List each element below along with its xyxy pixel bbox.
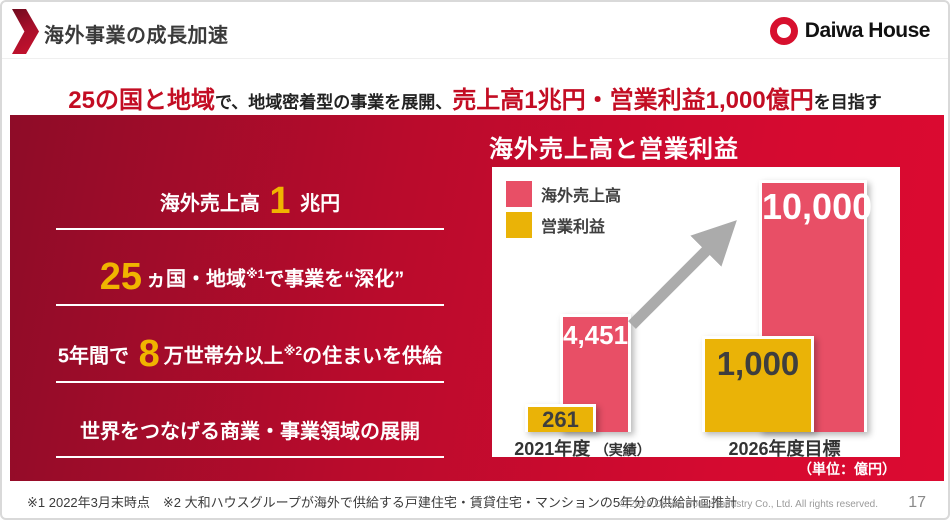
- header: 海外事業の成長加速 Daiwa House: [2, 2, 948, 59]
- highlight-countries: 25 ヵ国・地域※1で事業を“深化”: [40, 252, 460, 306]
- highlight-2-footnote-ref: ※1: [245, 267, 265, 281]
- chart-unit-label: （単位：億円）: [798, 461, 896, 477]
- legend-item-revenue: 海外売上高: [506, 181, 621, 207]
- highlight-3-mid: 万世帯分以上: [163, 345, 284, 368]
- revenue-swatch-icon: [506, 181, 532, 207]
- highlight-1-post: 兆円: [294, 193, 341, 215]
- bar-value-profit-2026: 1,000: [716, 345, 800, 382]
- daiwa-house-logo: Daiwa House: [769, 17, 931, 45]
- subtitle-highlight-2: 売上高1兆円・営業利益1,000億円: [452, 87, 814, 114]
- highlight-1-pre: 海外売上高: [159, 193, 266, 215]
- page-number: 17: [908, 494, 926, 511]
- axis-label-2026-main: 2026年度目標: [728, 439, 841, 459]
- chart-legend: 海外売上高 営業利益: [506, 181, 621, 243]
- legend-item-profit: 営業利益: [506, 212, 621, 238]
- footnote: ※1 2022年3月末時点 ※2 大和ハウスグループが海外で供給する戸建住宅・賃…: [27, 495, 738, 510]
- bar-profit-2021: 261: [525, 404, 596, 432]
- subtitle-highlight-1: 25の国と地域: [68, 87, 215, 114]
- axis-label-2026: 2026年度目標: [712, 435, 857, 461]
- highlight-2-number: 25: [99, 255, 142, 298]
- divider: [56, 380, 444, 383]
- divider: [56, 228, 444, 230]
- bar-profit-2026: 1,000: [702, 336, 814, 432]
- legend-label-profit: 営業利益: [541, 219, 606, 236]
- highlight-overseas-sales: 海外売上高 1 兆円: [40, 179, 460, 230]
- highlight-housing-supply: 5年間で 8 万世帯分以上※2の住まいを供給: [40, 329, 460, 383]
- chart-title: 海外売上高と営業利益: [489, 136, 739, 163]
- subtitle-plain-2: を目指す: [813, 93, 882, 112]
- axis-label-2021-main: 2021年度: [514, 439, 591, 459]
- divider: [56, 456, 444, 458]
- highlight-4-text: 世界をつなげる商業・事業領域の展開: [80, 421, 420, 443]
- axis-label-2021-sub: （実績）: [594, 442, 651, 458]
- subtitle-plain-1: で、地域密着型の事業を展開、: [214, 93, 453, 112]
- copyright: © 2022 Daiwa House Industry Co., Ltd. Al…: [619, 499, 878, 510]
- highlight-3-post: の住まいを供給: [302, 345, 443, 368]
- content-panel: 海外売上高 1 兆円 25 ヵ国・地域※1で事業を“深化” 5年間で 8 万世帯分以…: [10, 115, 944, 481]
- highlight-3-number: 8: [138, 332, 160, 375]
- highlight-3-footnote-ref: ※2: [283, 344, 303, 358]
- chevron-icon: [12, 9, 39, 54]
- logo-ring-icon: [769, 17, 798, 45]
- highlight-2-mid: ヵ国・地域: [145, 268, 246, 291]
- legend-label-revenue: 海外売上高: [541, 188, 622, 205]
- highlight-global-business: 世界をつなげる商業・事業領域の展開: [40, 410, 460, 458]
- highlight-1-number: 1: [269, 180, 291, 222]
- bar-value-revenue-2026: 10,000: [762, 186, 873, 227]
- highlight-2-post: で事業を“深化”: [264, 268, 405, 291]
- profit-swatch-icon: [506, 212, 532, 238]
- page-title: 海外事業の成長加速: [44, 25, 229, 47]
- highlight-3-pre: 5年間で: [57, 345, 135, 368]
- bar-value-revenue-2021: 4,451: [563, 320, 629, 350]
- axis-label-2021: 2021年度 （実績）: [510, 435, 655, 461]
- divider: [56, 303, 444, 306]
- logo-text: Daiwa House: [804, 19, 931, 42]
- bar-value-profit-2021: 261: [542, 407, 579, 432]
- bar-chart: 海外売上高 営業利益 4,451 261 10,000 1,000: [492, 167, 900, 459]
- subtitle: 25の国と地域で、地域密着型の事業を展開、売上高1兆円・営業利益1,000億円を…: [2, 80, 948, 114]
